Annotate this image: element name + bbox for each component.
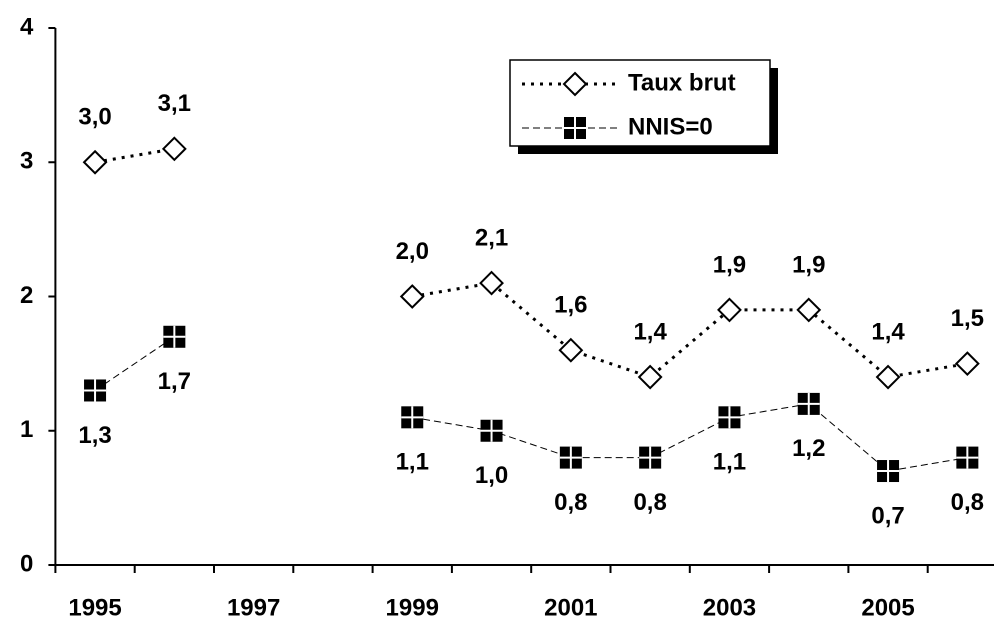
y-tick-label: 2 <box>20 282 33 309</box>
data-label: 1,9 <box>792 251 825 278</box>
marker <box>562 71 588 97</box>
legend-box <box>509 59 771 147</box>
data-label: 1,0 <box>475 462 508 489</box>
data-label: 0,8 <box>951 489 984 516</box>
x-tick-label: 2001 <box>544 594 597 621</box>
marker <box>797 392 820 415</box>
marker <box>954 351 980 377</box>
y-tick-label: 0 <box>20 550 33 577</box>
legend-label: Taux brut <box>628 69 736 96</box>
y-tick-label: 4 <box>20 13 34 40</box>
data-label: 1,1 <box>396 449 429 476</box>
marker <box>956 446 979 469</box>
data-label: 1,2 <box>792 435 825 462</box>
marker <box>163 325 186 348</box>
x-tick-label: 1995 <box>68 594 121 621</box>
legend-label: NNIS=0 <box>628 113 713 140</box>
series-line <box>94 147 968 379</box>
marker <box>399 284 425 309</box>
marker <box>559 446 582 469</box>
data-label: 2,0 <box>396 238 429 265</box>
marker <box>796 297 822 323</box>
marker <box>718 406 741 429</box>
data-label: 1,3 <box>78 422 111 449</box>
x-tick-label: 2005 <box>861 594 914 621</box>
data-label: 3,0 <box>78 104 111 131</box>
y-tick-label: 1 <box>20 416 33 443</box>
marker <box>82 149 108 175</box>
data-label: 0,8 <box>554 489 587 516</box>
data-label: 1,7 <box>158 368 191 395</box>
x-tick-label: 1999 <box>386 594 439 621</box>
data-label: 1,4 <box>633 318 667 345</box>
data-label: 0,8 <box>633 489 666 516</box>
marker <box>875 364 901 390</box>
marker <box>877 460 900 483</box>
marker <box>84 379 107 402</box>
data-label: 3,1 <box>158 90 191 117</box>
series-line <box>94 336 968 472</box>
marker <box>639 446 662 469</box>
marker <box>479 270 504 296</box>
marker <box>401 406 424 429</box>
y-tick-label: 3 <box>20 148 33 175</box>
x-tick-label: 2003 <box>703 594 756 621</box>
data-label: 1,1 <box>713 449 746 476</box>
marker <box>480 419 503 442</box>
data-label: 1,9 <box>713 251 746 278</box>
data-label: 0,7 <box>871 502 904 529</box>
data-label: 2,1 <box>475 224 508 251</box>
marker <box>717 297 742 323</box>
marker <box>564 117 586 139</box>
marker <box>161 136 187 162</box>
data-label: 1,6 <box>554 292 587 319</box>
x-tick-label: 1997 <box>227 594 280 621</box>
legend: Taux brut NNIS=0 <box>509 59 778 154</box>
data-label: 1,5 <box>951 305 984 332</box>
marker <box>637 364 663 390</box>
data-label: 1,4 <box>871 318 905 345</box>
marker <box>558 337 584 363</box>
